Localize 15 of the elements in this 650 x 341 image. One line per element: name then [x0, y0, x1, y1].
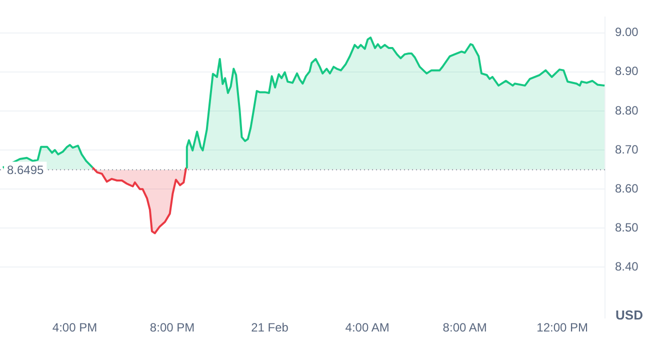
x-tick-label: 4:00 AM — [345, 320, 390, 335]
y-tick-label: 9.00 — [615, 25, 639, 40]
ref-line-label: 8.6495 — [7, 163, 44, 178]
x-tick-label: 4:00 PM — [52, 320, 98, 335]
x-tick-label: 8:00 PM — [150, 320, 195, 335]
y-tick-label: 8.40 — [615, 260, 639, 274]
y-tick-label: 8.50 — [615, 220, 639, 234]
x-tick-label: 21 Feb — [251, 320, 289, 335]
x-tick-label: 8:00 AM — [442, 320, 487, 335]
y-tick-label: 8.60 — [615, 181, 639, 196]
x-tick-label: 12:00 PM — [536, 320, 588, 335]
y-tick-label: 8.90 — [615, 64, 639, 78]
y-axis-title: USD — [616, 308, 643, 323]
y-tick-label: 8.70 — [615, 142, 639, 156]
y-tick-label: 8.80 — [615, 103, 639, 118]
